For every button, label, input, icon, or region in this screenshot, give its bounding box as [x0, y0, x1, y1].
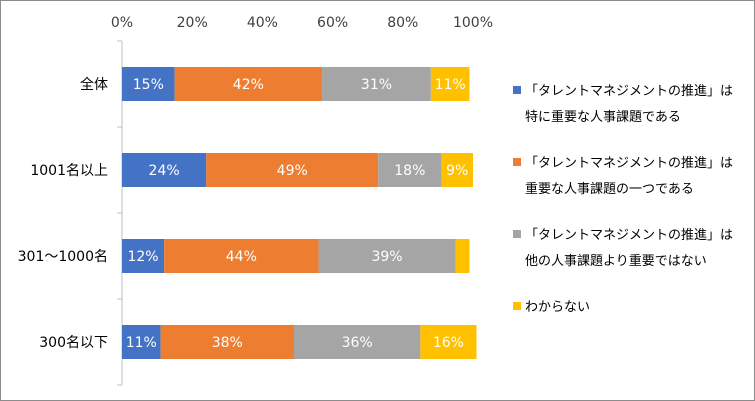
bar-segment [420, 325, 477, 359]
data-label: 31% [361, 77, 392, 93]
legend-label: 他の人事課題より重要ではない [525, 253, 707, 269]
data-label: 18% [394, 163, 425, 179]
bar-segment [122, 153, 207, 187]
bar-segment [122, 239, 165, 273]
bar-segment [441, 153, 473, 187]
data-label: 36% [342, 335, 373, 351]
category-label: 全体 [80, 76, 108, 93]
x-tick-label: 0% [111, 15, 133, 31]
data-label: 49% [277, 163, 308, 179]
x-tick-label: 100% [453, 15, 493, 31]
x-tick-label: 40% [247, 15, 278, 31]
legend-swatch [513, 158, 521, 166]
bar-segment [455, 239, 470, 273]
legend-label: 特に重要な人事課題である [525, 109, 681, 125]
data-label: 12% [127, 249, 158, 265]
bar-segment [164, 239, 319, 273]
legend-swatch [513, 86, 521, 94]
x-tick-label: 80% [387, 15, 418, 31]
legend-label: わからない [525, 300, 590, 315]
legend-label: 「タレントマネジメントの推進」は [525, 84, 733, 99]
bar-segment [378, 153, 442, 187]
data-label: 11% [435, 77, 466, 93]
bar-segment [160, 325, 294, 359]
category-label: 300名以下 [39, 335, 108, 351]
bar-segment [122, 67, 175, 101]
data-label: 44% [226, 249, 257, 265]
data-label: 39% [371, 249, 402, 265]
x-tick-label: 20% [177, 15, 208, 31]
bar-segment [318, 239, 456, 273]
legend-swatch [513, 230, 521, 238]
category-label: 301～1000名 [18, 249, 108, 265]
data-label: 11% [126, 335, 157, 351]
bar-segment [206, 153, 379, 187]
data-label: 16% [433, 335, 464, 351]
bar-segment [122, 325, 161, 359]
legend-label: 「タレントマネジメントの推進」は [525, 156, 733, 171]
data-label: 42% [233, 77, 264, 93]
data-label: 15% [133, 77, 164, 93]
legend-swatch [513, 302, 521, 310]
bar-segment [322, 67, 431, 101]
data-label: 38% [212, 335, 243, 351]
data-label: 24% [149, 163, 180, 179]
legend-label: 「タレントマネジメントの推進」は [525, 228, 733, 243]
bar-segment [293, 325, 421, 359]
data-label: 9% [446, 163, 468, 179]
bar-segment [174, 67, 323, 101]
x-tick-label: 60% [317, 15, 348, 31]
legend-label: 重要な人事課題の一つである [525, 181, 694, 197]
category-label: 1001名以上 [30, 163, 108, 179]
bar-segment [430, 67, 470, 101]
